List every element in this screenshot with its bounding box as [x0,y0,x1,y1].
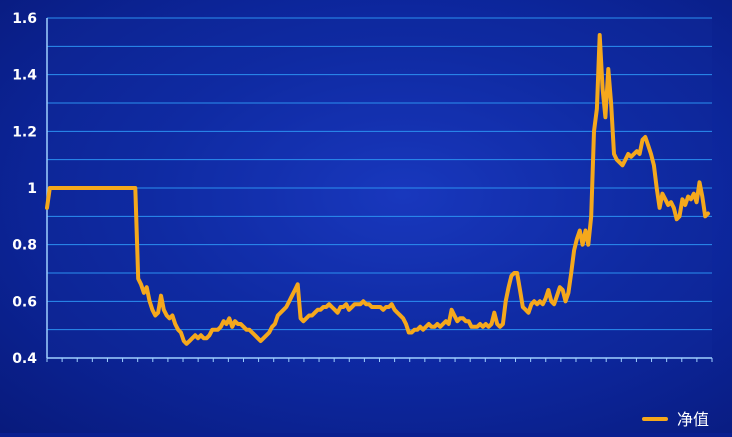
y-tick-label: 0.6 [12,294,37,310]
y-tick-label: 1.4 [12,68,37,84]
y-tick-label: 1 [27,181,37,197]
y-tick-label: 0.4 [12,351,37,367]
legend-label: 净值 [677,410,709,429]
legend: 净值 [642,410,709,429]
y-axis: 0.4 0.6 0.8 1 1.2 1.4 1.6 [12,11,48,367]
y-tick-label: 1.6 [12,11,37,27]
series-layer [45,33,710,346]
y-tick-label: 1.2 [12,124,37,140]
series-line-net-value [45,33,710,346]
x-axis [46,357,713,362]
y-tick-label: 0.8 [12,238,37,254]
